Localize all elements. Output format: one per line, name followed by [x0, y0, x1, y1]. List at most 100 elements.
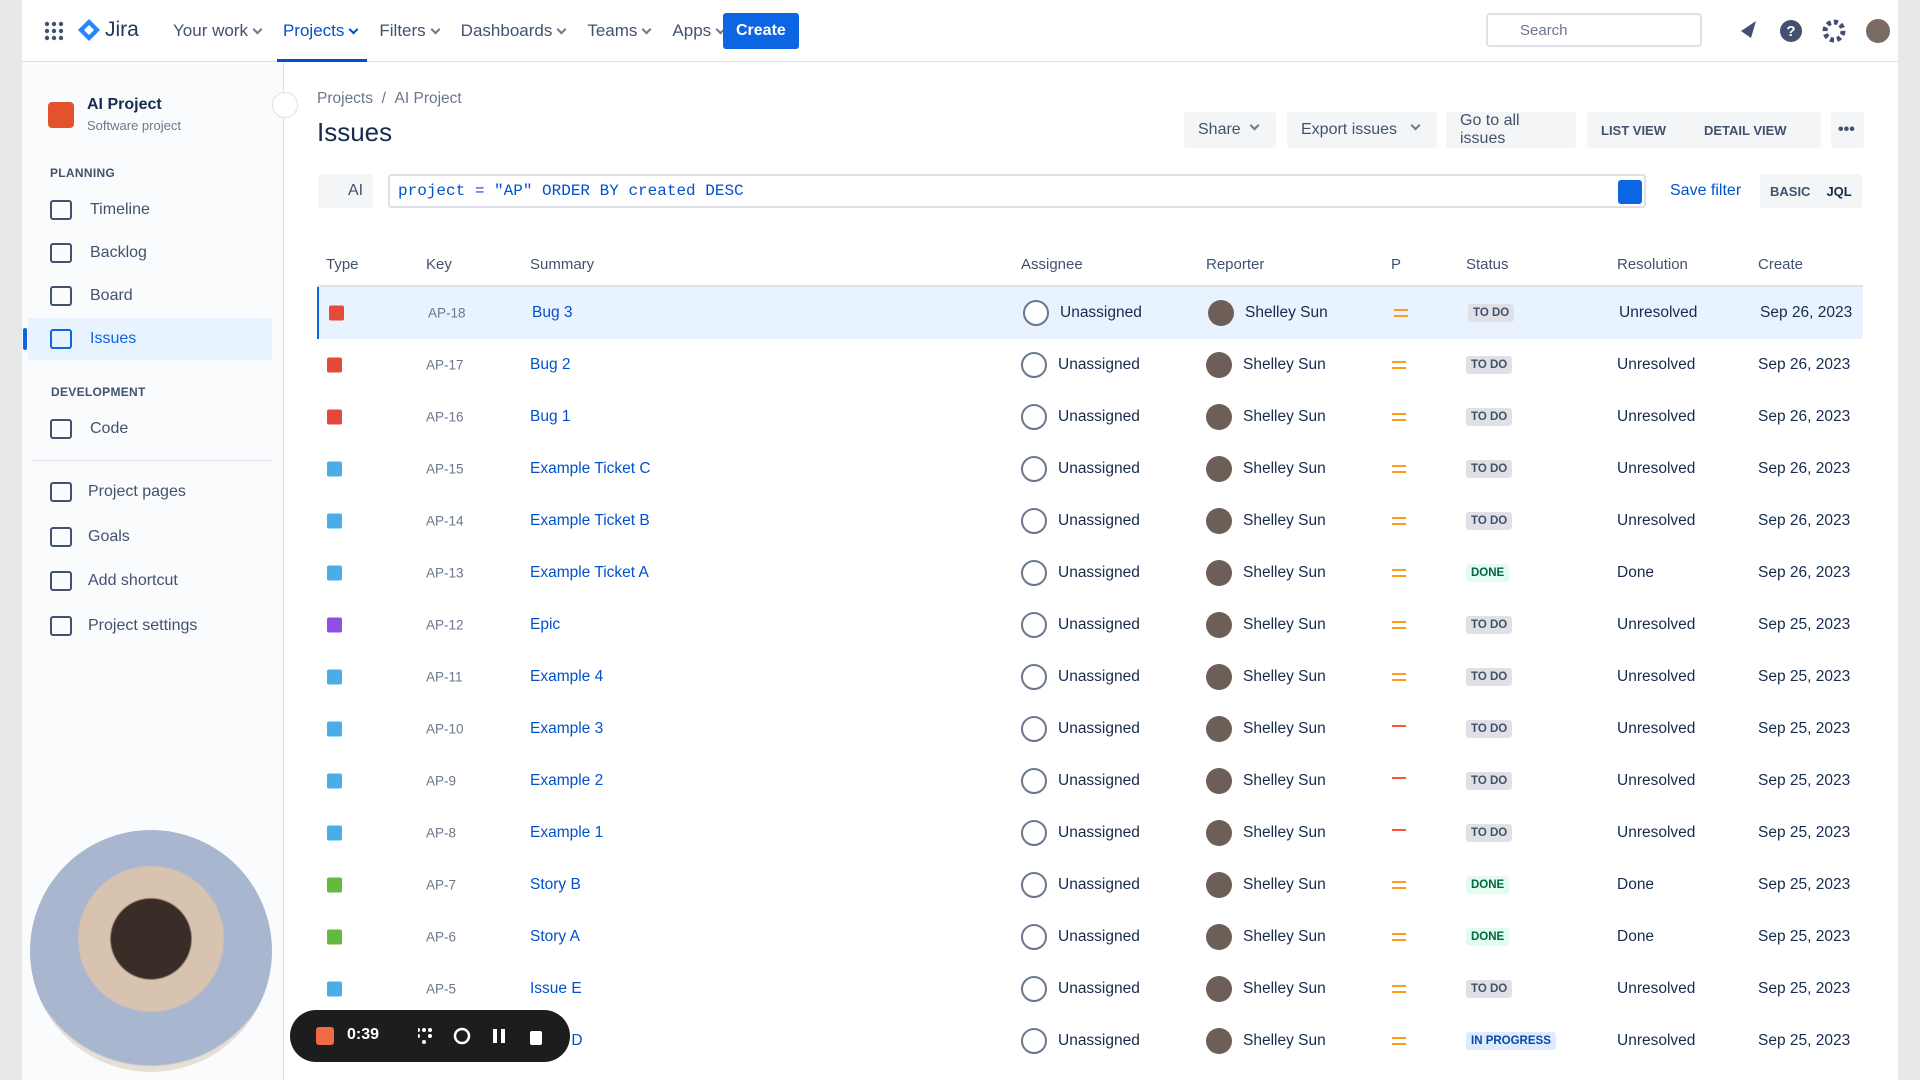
issue-key[interactable]: AP-8 — [426, 825, 457, 841]
issue-key[interactable]: AP-5 — [426, 981, 457, 997]
search-box[interactable]: Search — [1486, 13, 1702, 47]
nav-item[interactable]: Apps — [666, 0, 734, 62]
status-lozenge[interactable]: TO DO — [1466, 720, 1513, 738]
issue-key[interactable]: AP-12 — [426, 617, 464, 633]
issue-key[interactable]: AP-15 — [426, 461, 464, 477]
issue-summary[interactable]: Epic — [530, 616, 561, 633]
issue-row[interactable]: AP-6 Story A Unassigned Shelley Sun DONE Done… — [317, 911, 1863, 963]
column-header[interactable]: Create — [1758, 256, 1804, 273]
jql-mode[interactable]: JQL — [1826, 183, 1852, 199]
issue-summary[interactable]: Example 2 — [530, 772, 604, 789]
status-lozenge[interactable]: TO DO — [1466, 356, 1513, 374]
status-lozenge[interactable]: TO DO — [1466, 408, 1513, 426]
issue-row[interactable]: AP-18 Bug 3 Unassigned Shelley Sun TO DO Unre… — [317, 287, 1863, 339]
issue-summary[interactable]: Issue E — [530, 980, 582, 997]
issue-key[interactable]: AP-7 — [426, 877, 457, 893]
issue-row[interactable]: AP-11 Example 4 Unassigned Shelley Sun TO DO… — [317, 651, 1863, 703]
more-button[interactable]: ••• — [1831, 112, 1864, 148]
issue-row[interactable]: AP-16 Bug 1 Unassigned Shelley Sun TO DO Unre… — [317, 391, 1863, 443]
column-header[interactable]: Type — [326, 256, 359, 273]
search-button[interactable] — [1618, 180, 1642, 204]
status-lozenge[interactable]: TO DO — [1466, 668, 1513, 686]
column-header[interactable]: Summary — [530, 256, 595, 273]
issue-row[interactable]: AP-17 Bug 2 Unassigned Shelley Sun TO DO Unre… — [317, 339, 1863, 391]
nav-item[interactable]: Teams — [581, 0, 660, 62]
sidebar-item[interactable]: Board — [22, 275, 272, 317]
column-header[interactable]: P — [1391, 256, 1402, 273]
issue-summary[interactable]: Bug 2 — [530, 356, 571, 373]
issue-summary[interactable]: Story B — [530, 876, 581, 893]
column-header[interactable]: Status — [1466, 256, 1509, 273]
issue-key[interactable]: AP-14 — [426, 513, 464, 529]
sidebar-item[interactable]: Issues — [23, 318, 272, 360]
sidebar-item[interactable]: Code — [22, 408, 272, 450]
issue-key[interactable]: AP-11 — [426, 669, 463, 685]
issue-row[interactable]: AP-12 Epic Unassigned Shelley Sun TO DO Unres… — [317, 599, 1863, 651]
sidebar-item[interactable]: Goals — [22, 516, 272, 558]
sidebar-item[interactable]: Project pages — [22, 471, 272, 513]
collapse-button[interactable] — [272, 92, 298, 118]
issue-summary[interactable]: Example 4 — [530, 668, 604, 685]
nav-item[interactable]: Dashboards — [455, 0, 576, 62]
list-view[interactable]: LIST VIEW — [1601, 122, 1666, 138]
jql-input[interactable]: project = "AP" ORDER BY created DESC — [388, 174, 1646, 208]
status-lozenge[interactable]: DONE — [1466, 876, 1510, 894]
jira-logo[interactable] — [78, 19, 100, 41]
status-lozenge[interactable]: TO DO — [1466, 772, 1513, 790]
issue-key[interactable]: AP-6 — [426, 929, 457, 945]
status-lozenge[interactable]: TO DO — [1466, 980, 1513, 998]
issue-summary[interactable]: Example 3 — [530, 720, 604, 737]
issue-key[interactable]: AP-17 — [426, 357, 464, 373]
issue-row[interactable]: AP-14 Example Ticket B Unassigned Shelley S… — [317, 495, 1863, 547]
sidebar-item[interactable]: Backlog — [22, 232, 272, 274]
issue-summary[interactable]: Example Ticket A — [530, 564, 649, 581]
ai-button[interactable]: AI — [318, 174, 373, 208]
column-header[interactable]: Reporter — [1206, 256, 1265, 273]
detail-view[interactable]: DETAIL VIEW — [1704, 122, 1787, 138]
breadcrumb-item[interactable]: Projects — [317, 90, 373, 107]
issue-summary[interactable]: Example 1 — [530, 824, 604, 841]
issue-key[interactable]: AP-10 — [426, 721, 464, 737]
issue-row[interactable]: AP-8 Example 1 Unassigned Shelley Sun TO DO U… — [317, 807, 1863, 859]
issue-row[interactable]: AP-15 Example Ticket C Unassigned Shelley S… — [317, 443, 1863, 495]
sidebar-item[interactable]: Add shortcut — [22, 560, 272, 602]
issue-summary[interactable]: Bug 3 — [532, 304, 573, 321]
save-filter[interactable]: Save filter — [1670, 182, 1742, 199]
issue-row[interactable]: AP-9 Example 2 Unassigned Shelley Sun TO DO U… — [317, 755, 1863, 807]
nav-item[interactable]: Filters — [373, 0, 448, 62]
issue-summary[interactable]: Example Ticket C — [530, 460, 651, 477]
issue-key[interactable]: AP-16 — [426, 409, 464, 425]
status-lozenge[interactable]: TO DO — [1466, 512, 1513, 530]
status-lozenge[interactable]: TO DO — [1468, 304, 1515, 322]
breadcrumb-item[interactable]: AI Project — [394, 90, 462, 107]
header-button[interactable]: Go to all issues — [1446, 112, 1576, 148]
status-lozenge[interactable]: DONE — [1466, 564, 1510, 582]
issue-key[interactable]: AP-13 — [426, 565, 464, 581]
column-header[interactable]: Resolution — [1617, 256, 1688, 273]
issue-row[interactable]: AP-5 Issue E Unassigned Shelley Sun TO DO Unr… — [317, 963, 1863, 1015]
issue-row[interactable]: AP-7 Story B Unassigned Shelley Sun DONE Done… — [317, 859, 1863, 911]
nav-item[interactable]: Your work — [167, 0, 271, 62]
issue-row[interactable]: AP-13 Example Ticket A Unassigned Shelley S… — [317, 547, 1863, 599]
header-button[interactable]: Export issues — [1287, 112, 1437, 148]
issue-summary[interactable]: Bug 1 — [530, 408, 571, 425]
column-header[interactable]: Key — [426, 256, 452, 273]
status-lozenge[interactable]: TO DO — [1466, 616, 1513, 634]
column-header[interactable]: Assignee — [1021, 256, 1083, 273]
status-lozenge[interactable]: IN PROGRESS — [1466, 1032, 1556, 1050]
issue-row[interactable]: AP-10 Example 3 Unassigned Shelley Sun TO DO… — [317, 703, 1863, 755]
nav-item[interactable]: Projects — [276, 0, 368, 62]
stop-button[interactable] — [316, 1027, 334, 1045]
issue-key[interactable]: AP-9 — [426, 773, 457, 789]
basic-mode[interactable]: BASIC — [1770, 183, 1811, 199]
header-button[interactable]: Share — [1184, 112, 1276, 148]
sidebar-item[interactable]: Timeline — [22, 189, 272, 231]
status-lozenge[interactable]: TO DO — [1466, 460, 1513, 478]
app-switcher[interactable] — [44, 21, 64, 41]
create-button[interactable]: Create — [723, 13, 799, 49]
recorder-controls[interactable] — [418, 1026, 558, 1046]
issue-summary[interactable]: Story A — [530, 928, 580, 945]
sidebar-item[interactable]: Project settings — [22, 605, 272, 647]
status-lozenge[interactable]: TO DO — [1466, 824, 1513, 842]
